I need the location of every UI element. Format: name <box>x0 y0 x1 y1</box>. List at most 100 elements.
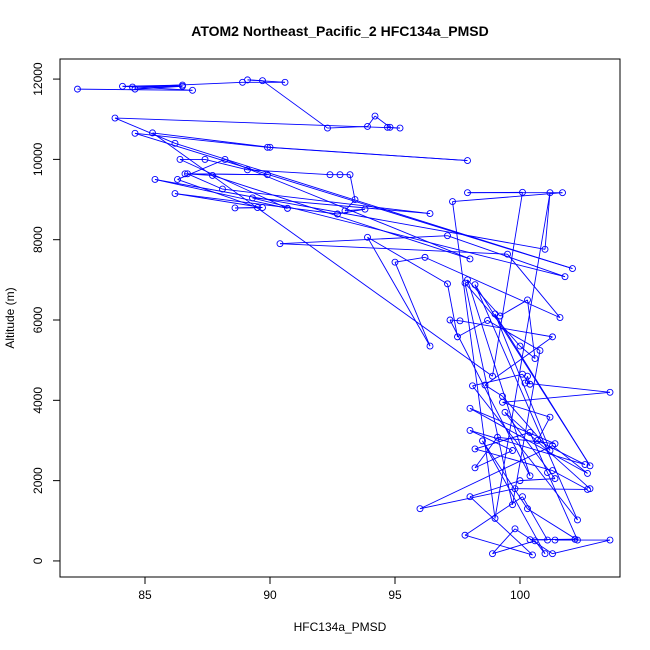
data-point <box>469 382 476 390</box>
data-point <box>491 310 499 318</box>
data-point <box>244 166 251 174</box>
data-point <box>464 189 471 197</box>
series-line-segment <box>537 416 551 441</box>
data-point <box>569 265 576 273</box>
data-point <box>264 171 271 179</box>
data-point <box>464 276 471 284</box>
data-point <box>499 398 506 406</box>
data-point <box>559 189 566 197</box>
series-line-segment <box>457 320 488 338</box>
data-point <box>119 82 126 90</box>
data-point <box>396 124 404 132</box>
data-point <box>509 447 516 454</box>
data-point <box>249 194 256 202</box>
x-tick-label: 85 <box>138 588 152 602</box>
series-line-segment <box>487 320 541 351</box>
data-point <box>324 124 331 132</box>
series-line-segment <box>469 407 556 445</box>
data-point <box>461 531 469 539</box>
data-point <box>526 536 534 544</box>
series-line-segment <box>474 432 531 450</box>
data-point <box>181 170 189 178</box>
y-tick-label: 10000 <box>31 142 45 176</box>
series-line-segment <box>544 192 551 250</box>
data-point <box>571 535 579 543</box>
series-line-segment <box>152 132 271 148</box>
series-line-segment <box>367 236 448 285</box>
series-line-segment <box>247 79 263 82</box>
data-point <box>384 123 391 131</box>
x-tick-label: 90 <box>263 588 277 602</box>
series-line-segment <box>524 382 611 393</box>
data-point <box>426 342 434 350</box>
data-point <box>456 317 464 325</box>
data-point <box>276 240 284 248</box>
series-line-segment <box>447 235 566 278</box>
series-line-segment <box>492 192 523 377</box>
series-line-segment <box>464 282 521 347</box>
data-point <box>346 171 354 179</box>
data-point <box>529 551 536 559</box>
data-point <box>606 388 614 396</box>
series-line-segment <box>502 401 551 418</box>
series-line-segment <box>472 385 578 521</box>
data-point <box>531 355 539 363</box>
series-line-segment <box>469 480 521 498</box>
series-line-segment <box>552 470 588 490</box>
y-tick-label: 2000 <box>31 467 45 494</box>
series-line-segment <box>482 440 546 554</box>
data-point <box>534 437 541 444</box>
data-point <box>221 155 229 163</box>
data-point <box>184 170 191 178</box>
data-point <box>489 550 496 558</box>
data-point <box>284 204 291 212</box>
series-line-segment <box>469 407 588 474</box>
data-point <box>481 381 489 389</box>
data-point <box>586 462 594 470</box>
data-point <box>531 537 539 545</box>
data-point <box>509 501 516 509</box>
series-line-segment <box>469 430 586 465</box>
series-line-segment <box>114 117 401 129</box>
data-point <box>501 408 509 416</box>
data-point <box>466 404 474 412</box>
data-point <box>219 185 226 193</box>
data-point <box>334 210 341 218</box>
series-line-segment <box>222 188 431 215</box>
data-point <box>491 514 499 522</box>
series-lines <box>77 79 611 556</box>
data-point <box>549 333 556 341</box>
data-point <box>546 413 554 421</box>
data-point <box>526 428 534 436</box>
series-line-segment <box>474 284 591 467</box>
series-line-segment <box>177 179 258 208</box>
series-line-segment <box>419 445 553 510</box>
data-point <box>74 85 81 93</box>
series-line-segment <box>524 376 528 384</box>
data-point <box>336 171 344 179</box>
data-point <box>511 525 519 533</box>
data-point <box>524 505 531 513</box>
y-tick-label: 4000 <box>31 387 45 414</box>
series-line-segment <box>484 336 553 386</box>
data-point <box>549 550 556 558</box>
data-point <box>494 433 501 441</box>
data-point <box>471 445 479 453</box>
data-point <box>281 78 289 86</box>
data-point <box>471 464 479 472</box>
data-point <box>541 550 549 558</box>
data-point <box>421 253 429 261</box>
data-point <box>581 461 589 469</box>
data-point <box>544 469 551 477</box>
series-line-segment <box>187 173 268 176</box>
data-point <box>449 198 456 206</box>
series-line-segment <box>474 448 553 472</box>
series-line-segment <box>474 284 578 521</box>
data-point <box>504 250 511 258</box>
series-line-segment <box>514 528 553 555</box>
series-line-segment <box>504 412 591 489</box>
series-line-segment <box>447 283 458 337</box>
series-line-segment <box>394 262 431 347</box>
data-point <box>364 123 371 130</box>
data-point <box>111 114 119 122</box>
